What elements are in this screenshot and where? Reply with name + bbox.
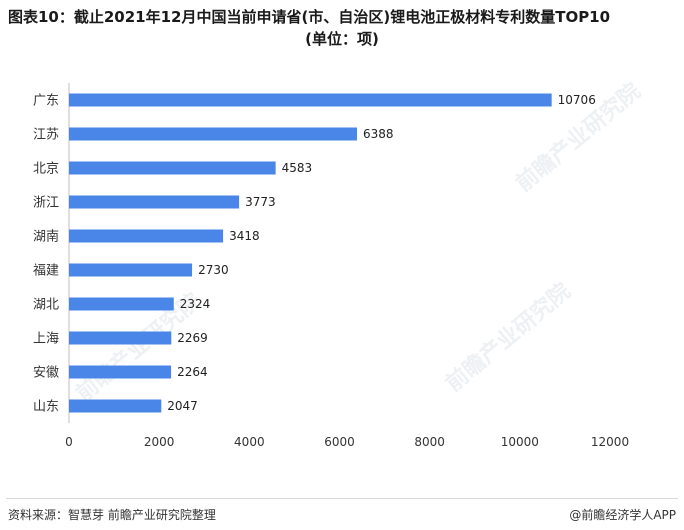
brand-credit: @前瞻经济学人APP [569, 508, 676, 522]
bar-1 [69, 127, 357, 141]
chart-title: 图表10：截止2021年12月中国当前申请省(市、自治区)锂电池正极材料专利数量… [8, 6, 676, 50]
bar-9 [69, 399, 162, 413]
category-label: 广东 [33, 94, 59, 109]
category-label: 湖北 [33, 298, 59, 313]
bar-7 [69, 331, 172, 345]
footer-divider [6, 498, 678, 499]
bar-3 [69, 195, 240, 209]
value-label: 2264 [177, 365, 208, 379]
x-tick-label: 0 [65, 435, 73, 449]
bar-5 [69, 263, 193, 277]
x-tick-label: 6000 [324, 435, 355, 449]
title-line-1: 图表10：截止2021年12月中国当前申请省(市、自治区)锂电池正极材料专利数量… [8, 8, 611, 26]
category-label: 浙江 [33, 196, 59, 211]
bar-chart: 广东 10706 江苏 6388 北京 4583 浙江 3773 湖南 3418 福建 2730 湖北 2… [33, 83, 629, 449]
category-label: 北京 [33, 162, 59, 177]
category-label: 上海 [33, 332, 59, 347]
value-label: 10706 [558, 93, 596, 107]
bar-8 [69, 365, 172, 379]
footer: 资料来源：智慧芽 前瞻产业研究院整理 @前瞻经济学人APP [0, 498, 684, 530]
value-label: 2730 [198, 263, 229, 277]
value-label: 2047 [167, 399, 198, 413]
bar-4 [69, 229, 224, 243]
title-line-2: (单位：项) [305, 30, 379, 48]
category-label: 安徽 [33, 366, 59, 381]
category-label: 福建 [33, 264, 59, 279]
bar-6 [69, 297, 174, 311]
value-label: 3418 [229, 229, 260, 243]
x-tick-label: 4000 [234, 435, 265, 449]
value-label: 2324 [180, 297, 211, 311]
value-label: 4583 [282, 161, 313, 175]
x-tick-label: 12000 [591, 435, 629, 449]
bar-2 [69, 161, 276, 175]
category-label: 湖南 [33, 229, 59, 245]
x-tick-label: 8000 [414, 435, 445, 449]
value-label: 6388 [363, 127, 394, 141]
x-tick-label: 10000 [501, 435, 539, 449]
bar-0 [69, 93, 552, 107]
value-label: 2269 [177, 331, 208, 345]
category-label: 山东 [33, 400, 59, 415]
source-note: 资料来源：智慧芽 前瞻产业研究院整理 [8, 508, 216, 522]
value-label: 3773 [245, 195, 276, 209]
x-tick-label: 2000 [144, 435, 175, 449]
category-label: 江苏 [33, 127, 59, 143]
